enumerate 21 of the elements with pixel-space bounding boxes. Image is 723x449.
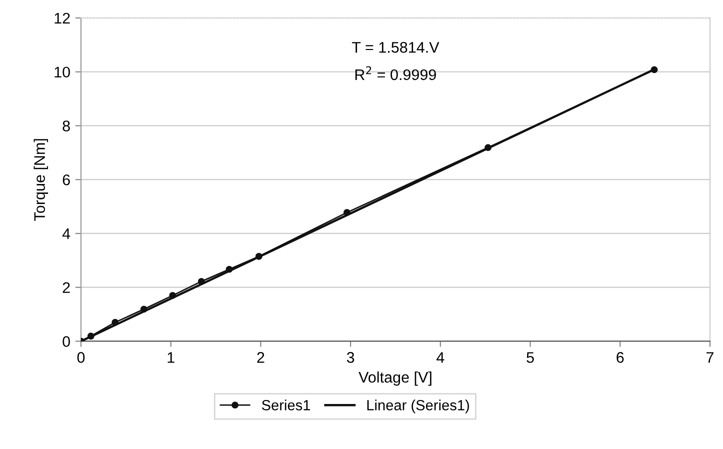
- y-axis-title: Torque [Nm]: [34, 139, 48, 221]
- x-tick-label: 1: [168, 352, 174, 363]
- legend-label: Series1: [262, 400, 310, 410]
- y-tick-label: 4: [62, 228, 70, 240]
- y-tick-label: 8: [62, 120, 70, 132]
- y-tick-label: 6: [62, 174, 70, 186]
- legend-label: Linear (Series1): [367, 400, 469, 414]
- annotation: T = 1.5814.V: [352, 42, 440, 53]
- x-tick-label: 0: [77, 352, 85, 363]
- x-tick-label: 5: [526, 352, 534, 363]
- y-tick-label: 10: [54, 66, 70, 78]
- x-axis-title: Voltage [V]: [358, 371, 432, 386]
- y-tick-label: 2: [62, 282, 70, 293]
- x-tick-label: 7: [706, 352, 714, 363]
- x-tick-label: 3: [346, 352, 354, 363]
- annotation: R$^{2}$ = 0.9999: [355, 66, 436, 80]
- y-tick-label: 0: [62, 336, 70, 347]
- x-tick-label: 6: [616, 352, 624, 363]
- x-tick-label: 2: [257, 352, 264, 363]
- x-tick-label: 4: [436, 352, 444, 363]
- y-tick-label: 12: [54, 12, 70, 24]
